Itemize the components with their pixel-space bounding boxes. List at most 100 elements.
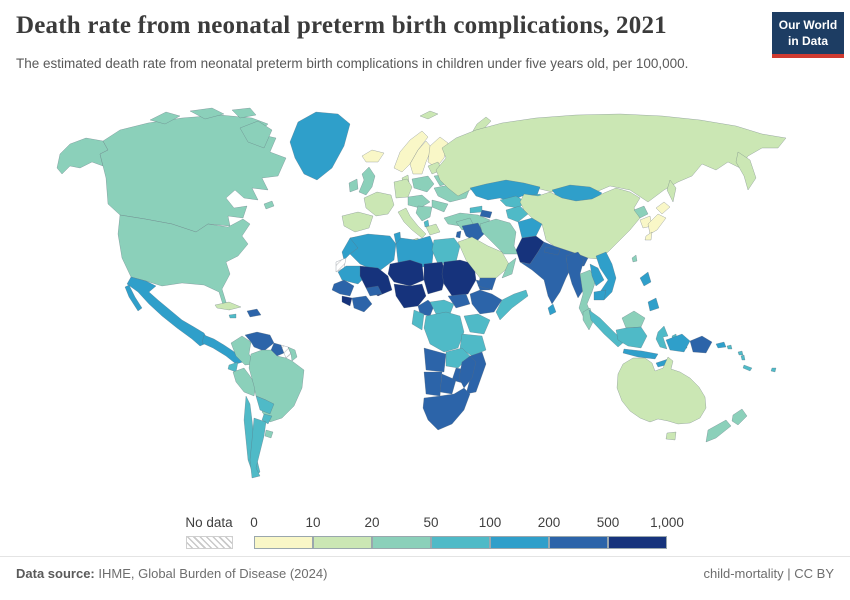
region-iceland[interactable] (361, 149, 385, 163)
region-taiwan[interactable] (631, 254, 638, 263)
region-japan-hokkaido[interactable] (655, 201, 671, 215)
region-azerbaijan[interactable] (479, 209, 493, 219)
region-poland[interactable] (411, 175, 435, 193)
region-drc[interactable] (423, 311, 465, 353)
region-argentina[interactable] (249, 417, 267, 479)
region-jamaica[interactable] (228, 313, 237, 319)
region-greece[interactable] (425, 223, 441, 236)
region-borneo-malaysia[interactable] (621, 310, 646, 329)
legend-bin-200-500[interactable] (549, 536, 608, 549)
region-niger[interactable] (387, 259, 425, 287)
region-usa[interactable] (117, 214, 251, 311)
region-japan-honshu[interactable] (647, 213, 667, 235)
region-vietnam[interactable] (595, 251, 617, 301)
region-greenland[interactable] (289, 111, 351, 181)
region-laos[interactable] (589, 263, 605, 287)
legend-bin-100-200[interactable] (490, 536, 549, 549)
region-baffin-island[interactable] (239, 120, 273, 149)
region-new-guinea-west[interactable] (665, 333, 691, 353)
no-data-swatch[interactable] (186, 536, 233, 549)
region-israel[interactable] (455, 230, 462, 239)
region-united-kingdom[interactable] (358, 166, 376, 196)
region-sudan[interactable] (441, 259, 477, 297)
region-java[interactable] (622, 348, 659, 360)
region-solomon-islands-2[interactable] (737, 350, 744, 356)
region-borneo-indonesia[interactable] (615, 326, 648, 349)
region-australia[interactable] (616, 356, 707, 425)
region-hispaniola[interactable] (246, 308, 262, 318)
region-algeria[interactable] (349, 233, 397, 273)
region-chad[interactable] (423, 261, 447, 295)
region-arctic-island-2[interactable] (189, 107, 225, 120)
region-iraq[interactable] (461, 222, 485, 243)
region-uganda-kenya[interactable] (463, 313, 491, 335)
region-bolivia[interactable] (255, 395, 275, 415)
region-new-zealand-north[interactable] (731, 408, 748, 426)
region-oman[interactable] (501, 257, 517, 279)
region-baja-california[interactable] (124, 284, 143, 312)
region-solomon-islands-1[interactable] (726, 344, 733, 350)
region-burkina-faso[interactable] (365, 285, 383, 297)
license-link[interactable]: child-mortality | CC BY (703, 566, 834, 581)
region-ireland[interactable] (348, 178, 359, 193)
region-sumatra[interactable] (588, 309, 625, 348)
region-china[interactable] (519, 187, 641, 260)
region-congo-gabon[interactable] (411, 309, 425, 331)
region-georgia-armenia[interactable] (469, 205, 483, 214)
legend-bin-50-100[interactable] (431, 536, 490, 549)
region-albania[interactable] (423, 219, 430, 228)
region-japan-kyushu[interactable] (644, 231, 653, 241)
region-tasmania[interactable] (665, 431, 677, 441)
region-romania[interactable] (431, 199, 449, 213)
region-namibia[interactable] (423, 371, 443, 397)
region-philippines-luzon[interactable] (639, 271, 652, 287)
region-nepal[interactable] (543, 246, 561, 256)
legend-bin-0-10[interactable] (254, 536, 313, 549)
region-papua-new-guinea[interactable] (689, 335, 713, 354)
legend-bin-500-1000[interactable] (608, 536, 667, 549)
region-madagascar[interactable] (458, 355, 477, 389)
region-iberia[interactable] (341, 211, 374, 233)
legend-bin-10-20[interactable] (313, 536, 372, 549)
region-italy[interactable] (397, 207, 427, 239)
region-sri-lanka[interactable] (547, 303, 557, 316)
region-arctic-island-1[interactable] (149, 111, 181, 125)
region-nigeria[interactable] (393, 283, 427, 309)
region-central-african-republic[interactable] (429, 299, 455, 315)
region-somalia[interactable] (495, 289, 529, 321)
region-cambodia[interactable] (593, 289, 607, 301)
region-germany[interactable] (393, 178, 413, 199)
region-new-caledonia[interactable] (742, 364, 753, 372)
region-guyana[interactable] (270, 342, 285, 357)
region-guinea[interactable] (341, 295, 353, 307)
region-sulawesi[interactable] (655, 325, 669, 350)
region-south-africa[interactable] (422, 387, 471, 431)
region-ivory-coast-ghana[interactable] (351, 295, 373, 313)
region-arctic-island-3[interactable] (231, 107, 257, 119)
region-new-zealand-south[interactable] (705, 419, 732, 443)
region-yemen[interactable] (477, 277, 497, 291)
owid-logo[interactable]: Our World in Data (772, 12, 844, 59)
region-angola[interactable] (423, 347, 447, 373)
region-ethiopia[interactable] (469, 289, 503, 315)
region-mexico[interactable] (126, 276, 210, 347)
region-senegal[interactable] (331, 279, 355, 297)
region-france[interactable] (363, 191, 395, 217)
region-egypt[interactable] (431, 237, 461, 265)
region-north-korea[interactable] (633, 205, 649, 219)
region-new-britain[interactable] (715, 341, 727, 349)
region-sakhalin[interactable] (666, 179, 677, 203)
region-french-guiana[interactable] (287, 346, 298, 362)
region-brazil[interactable] (248, 349, 305, 423)
region-balkans[interactable] (415, 205, 433, 222)
region-newfoundland[interactable] (263, 200, 275, 210)
region-philippines-mindanao[interactable] (647, 297, 660, 312)
region-fiji[interactable] (770, 367, 777, 373)
region-kamchatka[interactable] (735, 151, 757, 191)
region-turkmenistan[interactable] (505, 205, 529, 223)
legend-bin-20-50[interactable] (372, 536, 431, 549)
region-cuba[interactable] (214, 301, 242, 311)
region-svalbard[interactable] (419, 110, 439, 120)
region-finland[interactable] (427, 136, 449, 169)
region-vanuatu[interactable] (740, 354, 746, 361)
